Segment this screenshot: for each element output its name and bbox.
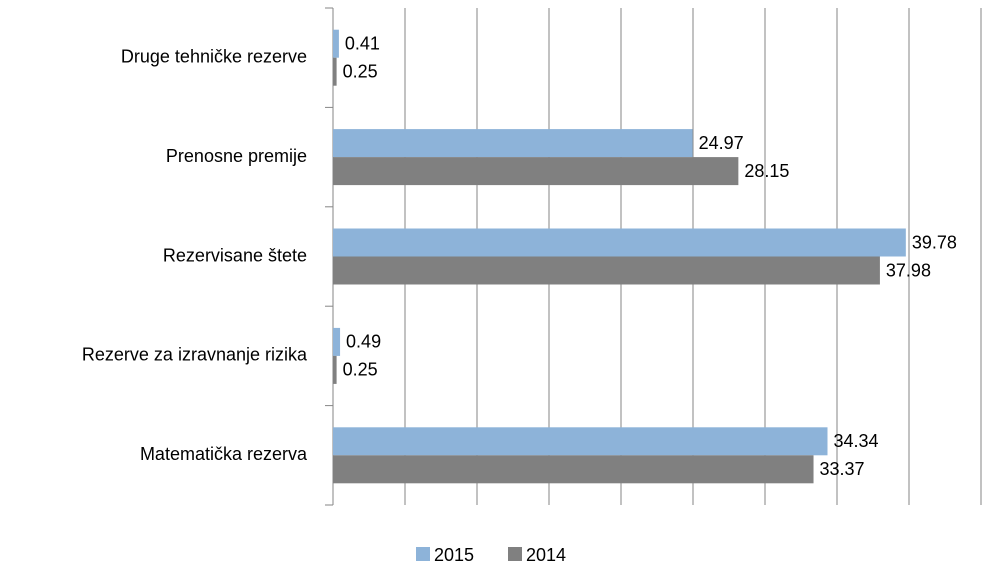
value-label: 0.25 xyxy=(343,61,378,81)
value-label: 28.15 xyxy=(744,161,789,181)
bar xyxy=(333,228,906,257)
bar xyxy=(333,129,693,158)
y-tick-label: Rezervisane štete xyxy=(163,245,307,265)
y-tick-label: Rezerve za izravnanje rizika xyxy=(82,345,308,365)
legend-label: 2015 xyxy=(434,545,474,565)
bar xyxy=(333,455,814,484)
bar xyxy=(333,427,828,456)
bar xyxy=(333,157,739,186)
legend-swatch xyxy=(416,547,430,561)
value-label: 33.37 xyxy=(820,459,865,479)
y-tick-label: Matematička rezerva xyxy=(140,444,308,464)
bar xyxy=(333,29,339,58)
value-label: 0.25 xyxy=(343,360,378,380)
bar xyxy=(333,57,337,86)
value-label: 39.78 xyxy=(912,232,957,252)
bar xyxy=(333,256,880,285)
value-label: 24.97 xyxy=(699,133,744,153)
bar xyxy=(333,355,337,384)
y-tick-label: Druge tehničke rezerve xyxy=(121,46,307,66)
value-label: 34.34 xyxy=(833,431,878,451)
bar xyxy=(333,327,341,356)
value-label: 0.49 xyxy=(346,332,381,352)
legend-swatch xyxy=(508,547,522,561)
legend-label: 2014 xyxy=(526,545,566,565)
y-tick-label: Prenosne premije xyxy=(166,146,307,166)
value-label: 0.41 xyxy=(345,33,380,53)
value-label: 37.98 xyxy=(886,260,931,280)
